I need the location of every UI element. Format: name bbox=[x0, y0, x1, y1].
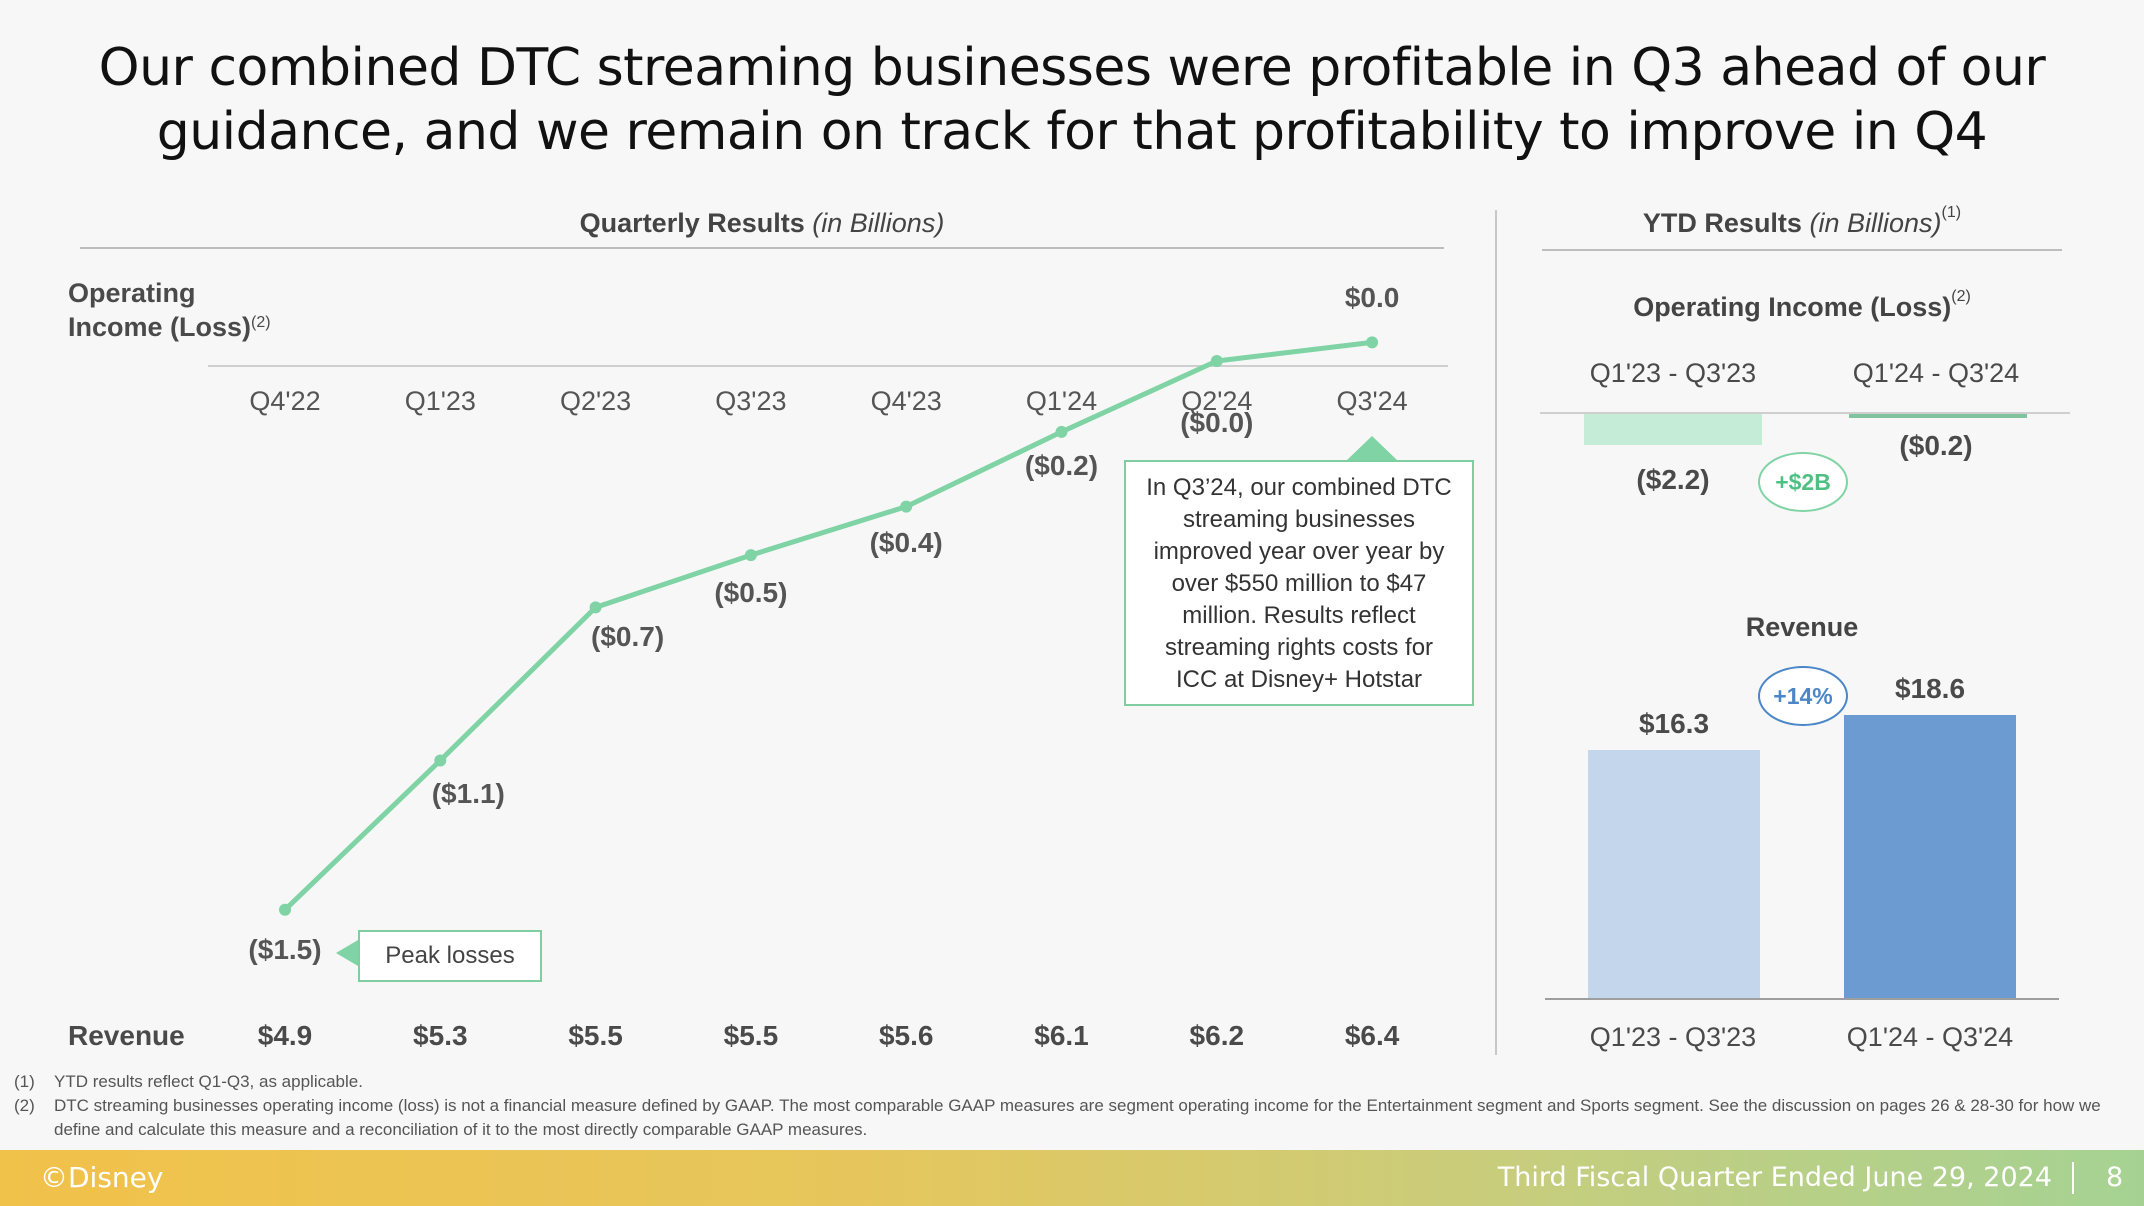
quarterly-header: Quarterly Results (in Billions) bbox=[80, 208, 1444, 239]
footer-period: Third Fiscal Quarter Ended June 29, 2024 bbox=[1497, 1162, 2052, 1193]
quarter-label: Q1'24 bbox=[1025, 386, 1098, 416]
callout-line: streaming businesses bbox=[1182, 506, 1416, 533]
ytd-oi-note: (2) bbox=[1951, 288, 1971, 305]
callout-line: million. Results reflect bbox=[1182, 602, 1416, 629]
quarterly-header-italic: (in Billions) bbox=[812, 208, 945, 238]
revenue-value: $6.4 bbox=[1344, 1020, 1400, 1051]
ytd-oi-title-text: Operating Income (Loss) bbox=[1633, 292, 1952, 322]
revenue-value: $5.5 bbox=[723, 1020, 779, 1051]
oi-value-label: ($1.5) bbox=[248, 933, 322, 965]
ytd-revenue-axis bbox=[1545, 998, 2059, 1000]
q3-callout: In Q3’24, our combined DTC streaming busi… bbox=[1124, 460, 1474, 706]
ytd-revenue-bar bbox=[1844, 715, 2016, 998]
oi-value-label: ($1.1) bbox=[431, 778, 505, 810]
ytd-revenue-value: $16.3 bbox=[1638, 707, 1710, 739]
oi-value-label: ($0.7) bbox=[591, 621, 665, 653]
revenue-value: $5.6 bbox=[878, 1020, 934, 1051]
oi-label: Operating Income (Loss)(2) bbox=[68, 276, 271, 344]
oi-label-line-1: Operating bbox=[68, 278, 196, 308]
oi-data-point bbox=[279, 903, 291, 916]
peak-losses-note: Peak losses bbox=[358, 930, 542, 982]
revenue-value: $5.3 bbox=[413, 1020, 468, 1051]
oi-label-note: (2) bbox=[251, 314, 271, 331]
callout-line: streaming rights costs for bbox=[1164, 634, 1434, 661]
ytd-header-italic: (in Billions) bbox=[1809, 208, 1942, 238]
ytd-rev-period-2: Q1'24 - Q3'24 bbox=[1846, 1022, 2014, 1052]
footnote-1: (1) YTD results reflect Q1-Q3, as applic… bbox=[14, 1070, 2124, 1094]
oi-data-point bbox=[1210, 355, 1223, 367]
quarter-label: Q3'23 bbox=[715, 386, 787, 416]
footer-bar: ©Disney Third Fiscal Quarter Ended June … bbox=[0, 1150, 2144, 1206]
footer-separator bbox=[2072, 1162, 2074, 1194]
oi-data-point bbox=[900, 500, 913, 513]
revenue-label: Revenue bbox=[68, 1020, 185, 1051]
ytd-oi-bar bbox=[1849, 414, 2027, 418]
ytd-header: YTD Results (in Billions)(1) bbox=[1542, 204, 2062, 239]
oi-value-label: ($0.5) bbox=[714, 577, 788, 609]
ytd-oi-value-2: ($0.2) bbox=[1899, 430, 1973, 461]
zero-axis-line bbox=[208, 365, 1448, 367]
oi-data-point bbox=[1366, 336, 1379, 349]
ytd-oi-bar bbox=[1584, 414, 1762, 445]
revenue-change-pill: +14% bbox=[1758, 666, 1848, 726]
ytd-revenue-title: Revenue bbox=[1745, 612, 1859, 642]
quarter-label: Q3'24 bbox=[1336, 386, 1408, 416]
oi-label-line-2: Income (Loss) bbox=[68, 312, 252, 342]
footnote-1-num: (1) bbox=[14, 1072, 35, 1091]
peak-arrow bbox=[336, 940, 358, 966]
quarter-label: Q1'23 bbox=[404, 386, 476, 416]
ytd-oi-period-2: Q1'24 - Q3'24 bbox=[1852, 358, 2020, 388]
oi-series-line bbox=[283, 339, 1373, 912]
ytd-revenue-value: $18.6 bbox=[1894, 673, 1966, 704]
callout-line: improved year over year by bbox=[1153, 538, 1445, 565]
ytd-oi-title: Operating Income (Loss)(2) bbox=[1542, 288, 2062, 323]
section-divider bbox=[1495, 210, 1497, 1055]
quarterly-header-rule bbox=[80, 247, 1444, 249]
ytd-header-bold: YTD Results bbox=[1642, 208, 1802, 238]
footnotes: (1) YTD results reflect Q1-Q3, as applic… bbox=[14, 1070, 2124, 1142]
oi-line-chart bbox=[279, 336, 1398, 966]
oi-value-label: $0.0 bbox=[1344, 282, 1400, 314]
footnote-2-text: DTC streaming businesses operating incom… bbox=[54, 1096, 2101, 1139]
footnote-1-text: YTD results reflect Q1-Q3, as applicable… bbox=[54, 1072, 363, 1091]
quarterly-header-bold: Quarterly Results bbox=[579, 208, 805, 238]
callout-line: ICC at Disney+ Hotstar bbox=[1175, 666, 1423, 693]
callout-line: over $550 million to $47 bbox=[1171, 570, 1427, 597]
oi-value-label: ($0.2) bbox=[1024, 449, 1099, 481]
ytd-header-rule bbox=[1542, 249, 2062, 251]
oi-value-label: ($0.4) bbox=[869, 526, 943, 558]
title-line-1: Our combined DTC streaming businesses we… bbox=[98, 38, 2046, 98]
page-title: Our combined DTC streaming businesses we… bbox=[0, 36, 2144, 164]
quarter-label: Q2'24 bbox=[1181, 386, 1253, 416]
ytd-header-note: (1) bbox=[1941, 204, 1962, 221]
footnote-2-num: (2) bbox=[14, 1096, 35, 1115]
title-line-2: guidance, and we remain on track for tha… bbox=[156, 102, 1988, 162]
page-number: 8 bbox=[2106, 1162, 2124, 1193]
ytd-oi-period-1: Q1'23 - Q3'23 bbox=[1589, 358, 1757, 388]
quarter-label: Q2'23 bbox=[559, 386, 632, 416]
ytd-oi-axis bbox=[1540, 412, 2070, 414]
oi-data-point bbox=[744, 549, 757, 562]
revenue-value: $5.5 bbox=[568, 1020, 623, 1051]
ytd-revenue-bar bbox=[1588, 749, 1760, 998]
revenue-value: $4.9 bbox=[257, 1020, 313, 1051]
quarter-label: Q4'22 bbox=[249, 386, 321, 416]
oi-change-pill: +$2B bbox=[1758, 452, 1848, 512]
oi-data-point bbox=[434, 754, 447, 767]
ytd-oi-value-1: ($2.2) bbox=[1636, 464, 1710, 495]
oi-value-label: ($0.0) bbox=[1180, 407, 1254, 438]
callout-line: In Q3’24, our combined DTC bbox=[1146, 474, 1452, 501]
ytd-rev-period-1: Q1'23 - Q3'23 bbox=[1589, 1022, 1757, 1052]
footer-copyright: ©Disney bbox=[40, 1161, 164, 1194]
oi-data-point bbox=[1055, 425, 1068, 438]
oi-data-point bbox=[589, 601, 602, 614]
revenue-value: $6.1 bbox=[1034, 1020, 1089, 1051]
footnote-2: (2) DTC streaming businesses operating i… bbox=[14, 1094, 2124, 1142]
quarter-label: Q4'23 bbox=[870, 386, 942, 416]
callout-pointer bbox=[1346, 436, 1398, 461]
revenue-value: $6.2 bbox=[1189, 1020, 1245, 1051]
